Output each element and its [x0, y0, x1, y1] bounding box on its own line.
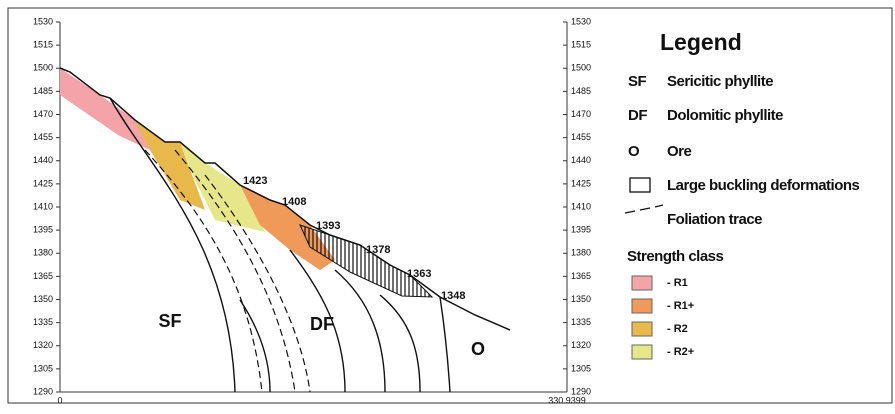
tick-label: 1335	[33, 317, 53, 327]
class-label: - R1	[667, 277, 688, 289]
class-swatch	[631, 344, 653, 360]
tick-label: 1320	[33, 340, 53, 350]
legend-code: SF	[628, 73, 647, 90]
legend-label: Ore	[667, 143, 692, 160]
tick-label: 1440	[33, 155, 53, 165]
zone-label: DF	[310, 314, 334, 334]
structure-lines	[109, 97, 451, 393]
tick-label: 0	[57, 395, 62, 405]
tick-label: 1530	[33, 16, 53, 26]
tick-label: 1500	[33, 63, 53, 73]
zone-label: SF	[158, 311, 181, 331]
class-swatch	[631, 275, 653, 291]
tick-label: 1350	[33, 294, 53, 304]
tick-label: 1395	[571, 225, 591, 235]
tick-label: 1455	[33, 132, 53, 142]
foliation-traces	[144, 149, 311, 393]
tick-label: 1485	[571, 86, 591, 96]
tick-label: 1380	[571, 248, 591, 258]
tick-label: 1305	[571, 363, 591, 373]
zone-r2plus	[180, 142, 265, 232]
elevation-label: 1378	[366, 244, 390, 256]
tick-label: 1455	[571, 132, 591, 142]
zone-label: O	[471, 339, 485, 359]
tick-label: 1425	[33, 178, 53, 188]
elevation-label: 1348	[441, 290, 465, 302]
zone-r2	[133, 118, 205, 210]
tick-label: 1380	[33, 248, 53, 258]
class-label: - R2+	[667, 346, 694, 358]
legend-label: Dolomitic phyllite	[667, 107, 783, 124]
legend-label: Foliation trace	[667, 211, 762, 228]
legend-subtitle: Strength class	[627, 248, 724, 265]
tick-label: 1335	[571, 317, 591, 327]
tick-label: 330.9399	[548, 395, 586, 405]
elevation-label: 1363	[407, 268, 431, 280]
tick-label: 1305	[33, 363, 53, 373]
tick-label: 1515	[571, 40, 591, 50]
tick-label: 1425	[571, 178, 591, 188]
legend-code: DF	[628, 107, 647, 124]
class-swatch	[631, 298, 653, 314]
tick-label: 1515	[33, 40, 53, 50]
legend-label: Large buckling deformations	[667, 177, 860, 194]
elevation-label: 1408	[282, 196, 306, 208]
tick-label: 1365	[571, 271, 591, 281]
tick-label: 1470	[571, 109, 591, 119]
tick-label: 1500	[571, 63, 591, 73]
frame	[7, 7, 893, 404]
tick-label: 1440	[571, 155, 591, 165]
tick-label: 1320	[571, 340, 591, 350]
elevation-label: 1423	[243, 175, 267, 187]
elevation-label: 1393	[316, 220, 340, 232]
legend-code: O	[628, 143, 640, 160]
tick-label: 1350	[571, 294, 591, 304]
class-label: - R2	[667, 323, 688, 335]
legend-label: Sericitic phyllite	[667, 73, 773, 90]
buckling-swatch	[629, 177, 651, 193]
tick-label: 1395	[33, 225, 53, 235]
tick-label: 1290	[33, 386, 53, 396]
tick-label: 1365	[33, 271, 53, 281]
foliation-swatch	[624, 204, 664, 214]
ground-profile	[59, 67, 511, 331]
tick-label: 1485	[33, 86, 53, 96]
zone-r1	[60, 68, 150, 150]
tick-label: 1470	[33, 109, 53, 119]
tick-label: 1530	[571, 16, 591, 26]
tick-label: 1410	[33, 201, 53, 211]
class-label: - R1+	[667, 300, 694, 312]
legend-title: Legend	[660, 29, 742, 55]
class-swatch	[631, 321, 653, 337]
tick-label: 1410	[571, 201, 591, 211]
zone-r1plus	[240, 185, 335, 270]
tick-label: 1290	[571, 386, 591, 396]
